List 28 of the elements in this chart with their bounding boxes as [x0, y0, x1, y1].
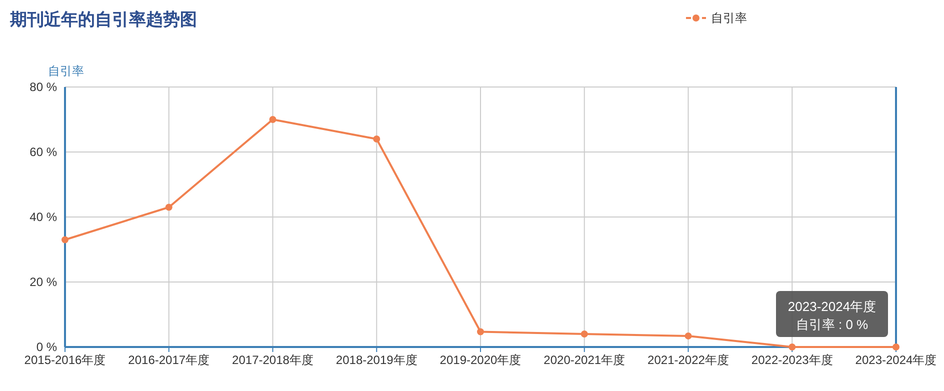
point: [580, 330, 588, 338]
point: [788, 344, 796, 350]
y-tick-label: 80 %: [30, 80, 58, 94]
x-tick-label: 2022-2023年度: [751, 353, 833, 367]
x-tick-label: 2020-2021年度: [544, 353, 626, 367]
x-tick-label: 2019-2020年度: [440, 353, 522, 367]
point: [165, 204, 172, 211]
y-axis-title: 自引率: [48, 64, 84, 78]
point: [477, 328, 484, 336]
y-tick-label: 20 %: [30, 275, 58, 289]
x-tick-label: 2023-2024年度: [855, 353, 937, 367]
y-tick-label: 0 %: [36, 340, 58, 354]
x-tick-label: 2017-2018年度: [232, 353, 314, 367]
point: [373, 136, 380, 142]
annotation: 自引率 : 0 %: [796, 317, 869, 332]
annotation: 2023-2024年度 自引率 : 0 %: [776, 291, 888, 337]
x-tick-label: 2015-2016年度: [24, 353, 106, 367]
legend-label: 自引率: [711, 11, 747, 25]
chart-title: 期刊近年的自引率趋势图: [9, 10, 197, 29]
x-tick-label: 2018-2019年度: [336, 353, 418, 367]
y-tick-label: 60 %: [30, 145, 58, 159]
x-tick-label: 2016-2017年度: [128, 353, 210, 367]
x-tick-label: 2021-2022年度: [648, 353, 729, 367]
annotation: 2023-2024年度: [788, 299, 876, 314]
point: [684, 332, 692, 340]
point: [269, 116, 276, 123]
y-tick-label: 40 %: [30, 210, 58, 224]
point: [62, 236, 68, 244]
